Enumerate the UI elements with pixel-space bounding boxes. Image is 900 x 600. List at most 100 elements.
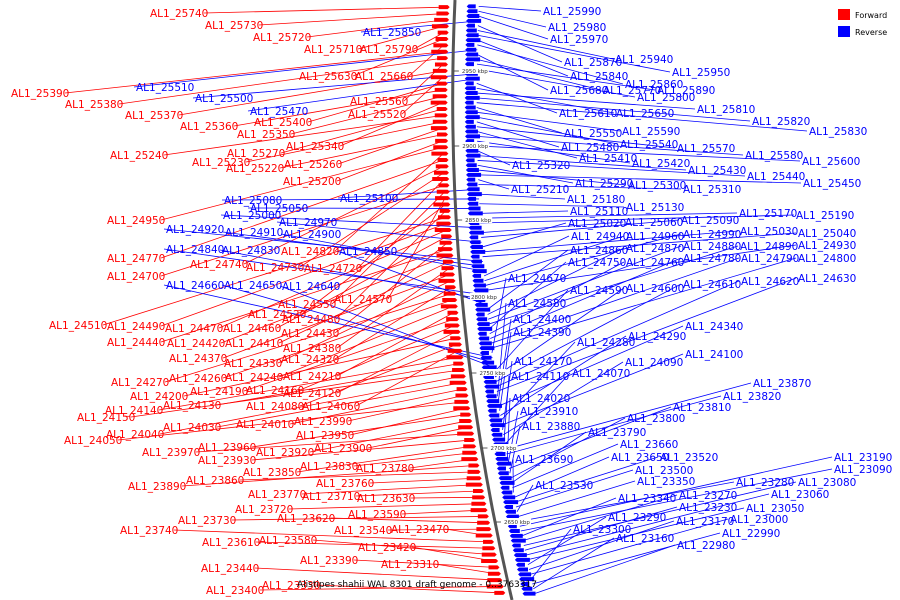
gene-label[interactable]: AL1_24580	[508, 298, 566, 310]
gene-label[interactable]: AL1_24600	[626, 283, 684, 295]
gene-label[interactable]: AL1_25680	[550, 85, 608, 97]
gene-label[interactable]: AL1_24660	[166, 280, 224, 292]
gene-label[interactable]: AL1_24160	[246, 385, 304, 397]
gene-label[interactable]: AL1_24890	[740, 241, 798, 253]
gene-label[interactable]: AL1_25290	[575, 178, 633, 190]
gene-label[interactable]: AL1_25510	[136, 82, 194, 94]
gene-label[interactable]: AL1_23420	[358, 542, 416, 554]
gene-label[interactable]: AL1_23860	[186, 475, 244, 487]
gene-label[interactable]: AL1_23390	[300, 555, 358, 567]
gene-label[interactable]: AL1_23470	[391, 524, 449, 536]
gene-label[interactable]: AL1_24090	[625, 357, 683, 369]
gene-label[interactable]: AL1_23440	[201, 563, 259, 575]
gene-label[interactable]: AL1_24750	[568, 257, 626, 269]
gene-label[interactable]: AL1_25320	[512, 160, 570, 172]
gene-label[interactable]: AL1_24510	[49, 320, 107, 332]
gene-label[interactable]: AL1_25180	[567, 194, 625, 206]
gene-label[interactable]: AL1_25420	[632, 158, 690, 170]
gene-label[interactable]: AL1_23890	[128, 481, 186, 493]
gene-label[interactable]: AL1_24480	[282, 314, 340, 326]
gene-label[interactable]: AL1_23710	[302, 491, 360, 503]
gene-label[interactable]: AL1_24960	[626, 231, 684, 243]
gene-label[interactable]: AL1_24210	[283, 371, 341, 383]
gene-label[interactable]: AL1_25850	[363, 27, 421, 39]
gene-label[interactable]: AL1_24050	[64, 435, 122, 447]
gene-label[interactable]: AL1_25040	[798, 228, 856, 240]
gene-label[interactable]: AL1_25440	[747, 171, 805, 183]
gene-label[interactable]: AL1_24550	[278, 299, 336, 311]
gene-label[interactable]: AL1_24900	[283, 229, 341, 241]
gene-label[interactable]: AL1_24030	[163, 422, 221, 434]
gene-label[interactable]: AL1_23080	[798, 477, 856, 489]
gene-label[interactable]: AL1_23610	[202, 537, 260, 549]
gene-label[interactable]: AL1_23690	[515, 454, 573, 466]
gene-label[interactable]: AL1_25860	[625, 79, 683, 91]
gene-label[interactable]: AL1_23290	[608, 512, 666, 524]
gene-label[interactable]: AL1_25450	[803, 178, 861, 190]
gene-label[interactable]: AL1_25790	[360, 44, 418, 56]
gene-label[interactable]: AL1_25500	[195, 93, 253, 105]
gene-label[interactable]: AL1_24570	[334, 294, 392, 306]
gene-label[interactable]: AL1_25740	[150, 8, 208, 20]
gene-label[interactable]: AL1_25950	[672, 67, 730, 79]
gene-label[interactable]: AL1_23960	[198, 442, 256, 454]
gene-label[interactable]: AL1_25830	[809, 126, 867, 138]
gene-label[interactable]: AL1_23730	[178, 515, 236, 527]
gene-label[interactable]: AL1_24140	[105, 405, 163, 417]
gene-label[interactable]: AL1_23910	[520, 406, 578, 418]
gene-label[interactable]: AL1_24670	[508, 273, 566, 285]
gene-label[interactable]: AL1_25170	[739, 208, 797, 220]
gene-label[interactable]: AL1_23270	[679, 490, 737, 502]
gene-label[interactable]: AL1_24730	[246, 262, 304, 274]
gene-label[interactable]: AL1_24080	[246, 401, 304, 413]
gene-label[interactable]: AL1_24830	[222, 245, 280, 257]
gene-label[interactable]: AL1_23870	[753, 378, 811, 390]
gene-label[interactable]: AL1_24420	[167, 338, 225, 350]
gene-label[interactable]: AL1_25430	[688, 165, 746, 177]
gene-label[interactable]: AL1_23280	[736, 477, 794, 489]
gene-label[interactable]: AL1_25600	[802, 156, 860, 168]
gene-label[interactable]: AL1_23190	[834, 452, 892, 464]
gene-label[interactable]: AL1_25000	[223, 210, 281, 222]
gene-label[interactable]: AL1_24630	[798, 273, 856, 285]
gene-label[interactable]: AL1_25100	[340, 193, 398, 205]
gene-label[interactable]: AL1_24240	[225, 372, 283, 384]
gene-label[interactable]: AL1_25410	[579, 153, 637, 165]
gene-label[interactable]: AL1_24820	[281, 246, 339, 258]
gene-label[interactable]: AL1_24100	[685, 349, 743, 361]
gene-label[interactable]: AL1_24970	[279, 217, 337, 229]
gene-label[interactable]: AL1_24440	[107, 337, 165, 349]
gene-label[interactable]: AL1_25470	[250, 106, 308, 118]
gene-label[interactable]: AL1_23780	[356, 463, 414, 475]
gene-label[interactable]: AL1_24870	[626, 243, 684, 255]
gene-label[interactable]: AL1_25360	[180, 121, 238, 133]
gene-label[interactable]: AL1_25650	[616, 108, 674, 120]
gene-label[interactable]: AL1_24010	[236, 419, 294, 431]
gene-label[interactable]: AL1_23650	[611, 452, 669, 464]
gene-label[interactable]: AL1_24390	[513, 327, 571, 339]
gene-label[interactable]: AL1_23880	[522, 421, 580, 433]
gene-label[interactable]: AL1_23740	[120, 525, 178, 537]
gene-label[interactable]: AL1_24760	[626, 257, 684, 269]
gene-label[interactable]: AL1_23170	[676, 516, 734, 528]
gene-label[interactable]: AL1_25110	[570, 206, 628, 218]
gene-label[interactable]: AL1_23770	[248, 489, 306, 501]
gene-label[interactable]: AL1_24790	[741, 253, 799, 265]
gene-label[interactable]: AL1_25550	[564, 128, 622, 140]
gene-label[interactable]: AL1_25540	[620, 139, 678, 151]
gene-label[interactable]: AL1_24920	[166, 224, 224, 236]
gene-label[interactable]: AL1_25210	[511, 184, 569, 196]
gene-label[interactable]: AL1_24700	[107, 271, 165, 283]
gene-label[interactable]: AL1_24270	[111, 377, 169, 389]
gene-label[interactable]: AL1_22980	[677, 540, 735, 552]
gene-label[interactable]: AL1_25130	[626, 202, 684, 214]
gene-label[interactable]: AL1_25300	[628, 180, 686, 192]
gene-label[interactable]: AL1_25190	[796, 210, 854, 222]
gene-label[interactable]: AL1_25990	[543, 6, 601, 18]
gene-label[interactable]: AL1_24610	[683, 279, 741, 291]
gene-label[interactable]: AL1_23920	[256, 447, 314, 459]
gene-label[interactable]: AL1_24800	[798, 253, 856, 265]
gene-label[interactable]: AL1_23800	[627, 413, 685, 425]
gene-label[interactable]: AL1_23850	[243, 467, 301, 479]
gene-label[interactable]: AL1_25890	[657, 85, 715, 97]
